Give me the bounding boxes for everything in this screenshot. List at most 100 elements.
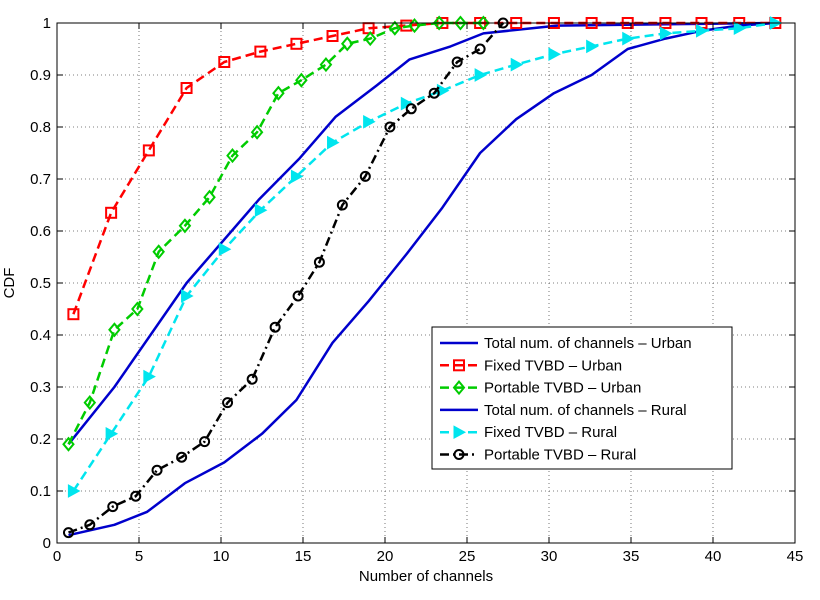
data-point <box>143 369 156 384</box>
series-path <box>68 21 776 537</box>
legend-item: Fixed TVBD – Rural <box>440 424 617 441</box>
data-point <box>428 87 440 99</box>
series-line <box>67 16 783 498</box>
data-point <box>250 124 264 140</box>
data-point <box>454 15 467 31</box>
data-point <box>453 449 465 460</box>
data-point <box>408 18 421 34</box>
data-point <box>218 242 232 257</box>
y-tick-label: 0.4 <box>30 327 51 344</box>
data-point <box>218 56 231 68</box>
data-point <box>359 170 371 182</box>
y-tick-label: 0.2 <box>30 431 51 448</box>
data-point <box>292 290 304 302</box>
data-point <box>130 490 142 502</box>
series-line <box>62 15 490 452</box>
data-point <box>622 31 635 46</box>
y-tick-label: 0.7 <box>30 171 51 188</box>
data-point <box>363 114 376 129</box>
data-point <box>142 144 155 157</box>
y-axis-label: CDF <box>1 268 18 299</box>
data-point <box>226 148 239 164</box>
data-point <box>453 359 465 372</box>
series-line <box>68 21 776 537</box>
x-tick-label: 45 <box>787 548 804 565</box>
data-point <box>151 464 163 476</box>
legend-label: Total num. of channels – Urban <box>484 335 692 352</box>
data-point <box>254 203 268 218</box>
data-point <box>474 43 486 55</box>
y-tick-label: 0.1 <box>30 483 51 500</box>
data-point <box>340 36 354 52</box>
series-path <box>72 21 776 492</box>
data-point <box>180 82 193 94</box>
grid-layer <box>57 23 795 543</box>
data-point <box>176 451 188 463</box>
data-point <box>696 23 709 38</box>
legend-box <box>431 326 733 470</box>
data-point <box>384 121 396 133</box>
data-point <box>83 395 97 411</box>
data-point <box>733 21 747 36</box>
legend-item: Total num. of channels – Rural <box>440 402 687 419</box>
y-tick-label: 0.5 <box>30 275 51 292</box>
data-point <box>586 39 599 54</box>
data-point <box>336 199 348 211</box>
data-point <box>659 26 673 41</box>
data-point <box>452 380 466 396</box>
data-point <box>199 436 211 448</box>
y-tick-label: 0 <box>43 535 51 552</box>
data-point <box>363 31 377 47</box>
data-point <box>222 397 234 409</box>
legend-label: Portable TVBD – Rural <box>484 447 636 464</box>
data-point <box>295 72 308 88</box>
data-point <box>405 103 417 115</box>
x-tick-label: 5 <box>135 548 143 565</box>
data-point <box>203 189 216 205</box>
x-tick-label: 25 <box>459 548 476 565</box>
x-tick-label: 20 <box>377 548 394 565</box>
legend-label: Portable TVBD – Urban <box>484 380 641 397</box>
data-point <box>67 484 81 498</box>
data-point <box>474 68 488 82</box>
data-point <box>388 20 402 36</box>
x-tick-label: 10 <box>213 548 230 565</box>
data-point <box>453 425 467 440</box>
series-path <box>67 21 484 445</box>
data-point <box>108 322 121 338</box>
data-point <box>326 30 339 42</box>
data-point <box>152 244 165 260</box>
data-point <box>62 436 75 452</box>
y-tick-label: 0.9 <box>30 67 51 84</box>
legend-label: Fixed TVBD – Urban <box>484 357 622 374</box>
legend-item: Portable TVBD – Rural <box>440 447 636 464</box>
x-tick-label: 0 <box>53 548 61 565</box>
data-point <box>477 15 490 31</box>
legend-label: Total num. of channels – Rural <box>484 402 687 419</box>
tick-layer: 0 5 10 15 20 25 30 35 40 45 0 0.1 0.2 0.3 0.4 0.5 0.6 0.7… <box>30 15 803 565</box>
data-point <box>67 308 80 321</box>
data-point <box>246 373 258 385</box>
data-point <box>131 301 144 317</box>
data-point <box>548 47 561 62</box>
data-point <box>62 527 74 539</box>
legend: Total num. of channels – Urban Fixed TVBD… <box>431 326 733 470</box>
data-point <box>181 289 194 303</box>
x-tick-label: 30 <box>541 548 558 565</box>
data-point <box>313 256 325 268</box>
data-point <box>84 519 96 531</box>
x-tick-label: 15 <box>295 548 312 565</box>
x-tick-label: 35 <box>623 548 640 565</box>
data-point <box>269 321 281 333</box>
y-tick-label: 0.8 <box>30 119 51 136</box>
y-tick-label: 1 <box>43 15 51 32</box>
data-point <box>327 135 340 150</box>
data-point <box>432 15 446 31</box>
data-point <box>510 57 524 72</box>
legend-item: Portable TVBD – Urban <box>440 380 641 397</box>
series-path <box>68 22 505 534</box>
legend-item: Fixed TVBD – Urban <box>440 357 622 374</box>
data-point <box>451 56 463 68</box>
data-point <box>105 426 119 441</box>
